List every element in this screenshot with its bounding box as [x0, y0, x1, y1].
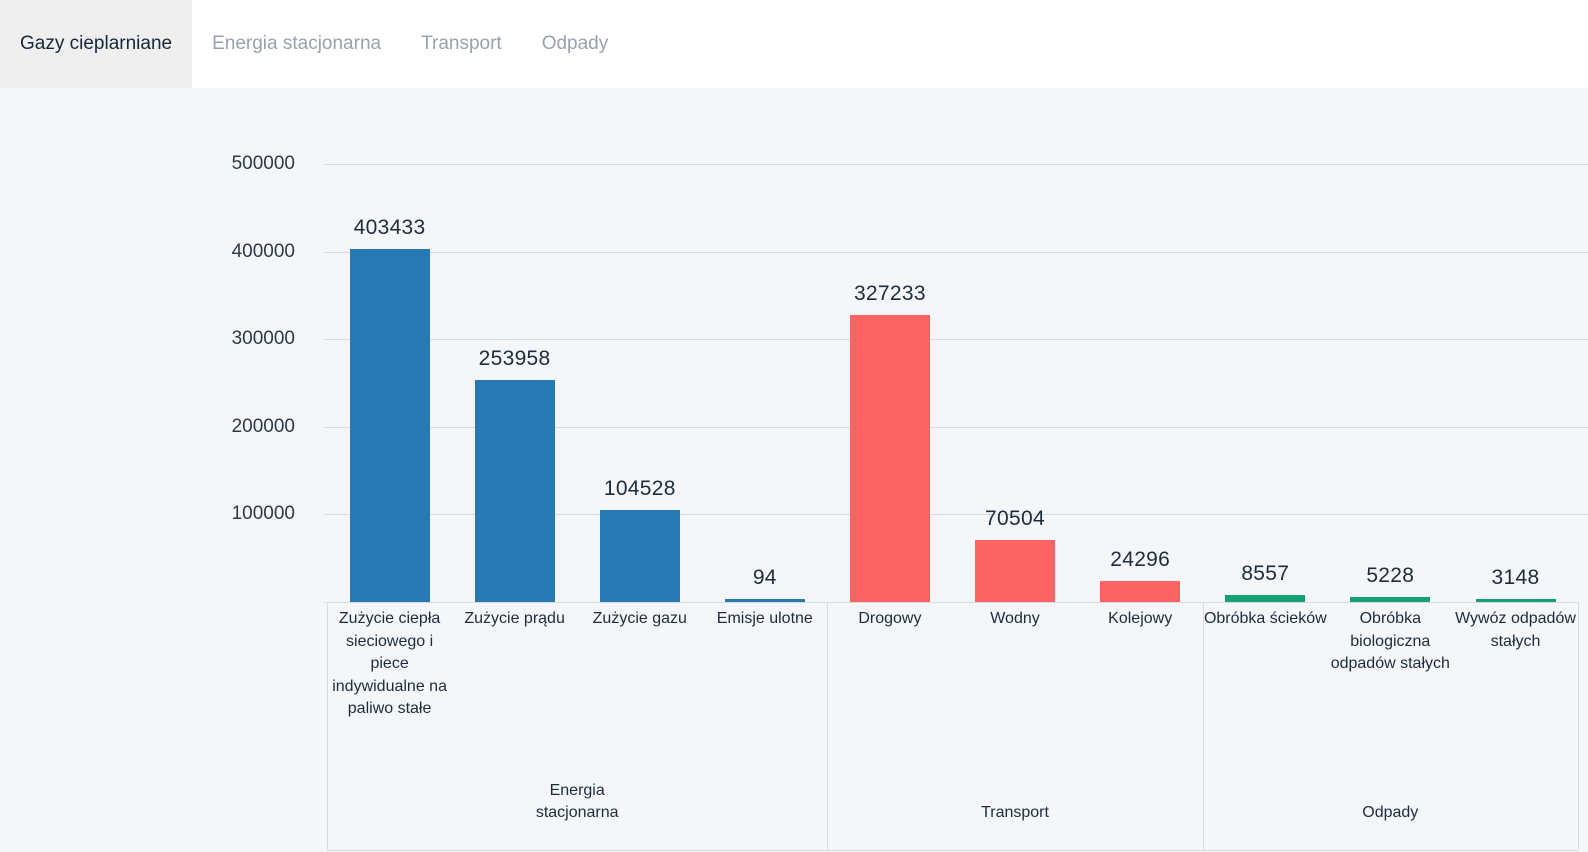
x-axis-label-kolejowy: Kolejowy — [1108, 610, 1173, 627]
group-label-energia-stacjonarna: Energia stacjonarna — [535, 782, 619, 821]
group-separator — [1578, 602, 1579, 850]
gridline — [324, 251, 1588, 253]
x-axis-label-zuzycie-gazu: Zużycie gazu — [592, 610, 687, 627]
bar-value-drogowy: 327233 — [853, 282, 926, 306]
gridline — [324, 426, 1588, 428]
tab-energia-stacjonarna[interactable]: Energia stacjonarna — [212, 33, 382, 54]
bar-zuzycie-przdu — [474, 379, 555, 602]
bar-value-zuzycie-gazu: 104528 — [603, 477, 676, 501]
tab-gazy-cieplarniane[interactable]: Gazy cieplarniane — [0, 0, 193, 88]
gridline — [324, 339, 1588, 341]
group-separator — [1202, 602, 1204, 850]
tab-transport[interactable]: Transport — [421, 33, 502, 54]
y-axis-tick-label: 500000 — [231, 153, 295, 174]
bar-kolejowy — [1100, 580, 1181, 602]
bar-emisje-ulotne — [724, 598, 805, 602]
y-axis-tick-label: 400000 — [231, 240, 295, 262]
group-label-odpady: Odpady — [1362, 804, 1419, 821]
bar-zuzycie-ciepla-sieciowego-i-piece-indywidualne-na-paliwo-stale — [349, 248, 430, 602]
x-axis-label-obrobka-biologiczna-odpadow-stalych: Obróbka biologiczna odpadów stałych — [1330, 610, 1450, 672]
gridline — [324, 164, 1588, 165]
bar-value-emisje-ulotne: 94 — [752, 565, 777, 589]
bar-drogowy — [849, 315, 930, 602]
bar-wywoz-odpadow-stalych — [1475, 598, 1556, 602]
y-axis-tick-label: 200000 — [231, 415, 295, 437]
tab-bar: Gazy cieplarniane Energia stacjonarna Tran… — [0, 0, 1588, 88]
group-separator — [327, 602, 328, 850]
x-axis-label-drogowy: Drogowy — [858, 610, 922, 627]
y-axis-tick-label: 100000 — [231, 503, 295, 525]
bar-zuzycie-gazu — [599, 510, 680, 602]
x-axis-label-emisje-ulotne: Emisje ulotne — [716, 610, 813, 627]
bar-wodny — [975, 540, 1055, 602]
bar-obrobka-sciekow — [1225, 594, 1306, 602]
x-axis-label-wodny: Wodny — [990, 610, 1040, 627]
bar-value-zuzycie-ciepla-sieciowego-i-piece-indywidualne-na-paliwo-stale: 403433 — [353, 215, 426, 239]
emissions-bar-chart: 100000 200000 300000 400000 500000 Energia st… — [0, 88, 1588, 852]
x-axis-label-zuzycie-ciepla-sieciowego-i-piece-indywidualne-na-paliwo-stale: Zużycie ciepła sieciowego i piece indywi… — [332, 610, 447, 717]
x-axis-label-wywoz-odpadow-stalych: Wywóz odpadów stałych — [1455, 610, 1576, 650]
bar-value-wodny: 70504 — [985, 507, 1045, 531]
x-axis-baseline — [324, 602, 1578, 603]
y-axis-tick-label: 300000 — [231, 328, 295, 350]
bar-obrobka-biologiczna-odpadow-stalych — [1350, 597, 1431, 602]
group-separator — [827, 602, 829, 850]
x-axis-label-zuzycie-przdu: Zużycie prądu — [464, 610, 565, 627]
bar-value-obrobka-biologiczna-odpadow-stalych: 5228 — [1366, 564, 1415, 588]
bar-value-obrobka-sciekow: 8557 — [1241, 561, 1290, 585]
bar-value-kolejowy: 24296 — [1110, 547, 1171, 571]
gridline — [324, 514, 1588, 516]
tab-odpady[interactable]: Odpady — [541, 33, 609, 54]
group-label-transport: Transport — [981, 804, 1049, 821]
label-zone-bottom-border — [327, 850, 1578, 851]
bar-value-zuzycie-przdu: 253958 — [478, 346, 551, 370]
bar-value-wywoz-odpadow-stalych: 3148 — [1491, 565, 1540, 589]
x-axis-label-obrobka-sciekow: Obróbka ścieków — [1203, 610, 1327, 627]
